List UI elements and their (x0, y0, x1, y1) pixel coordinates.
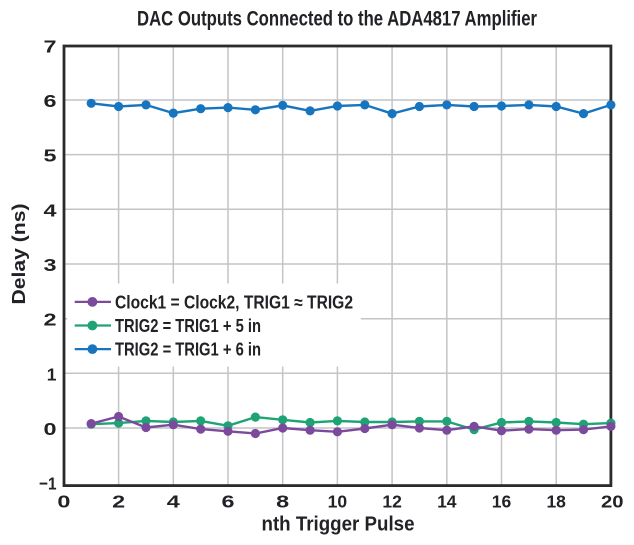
svg-text:4: 4 (44, 200, 57, 220)
svg-text:−1: −1 (39, 474, 57, 494)
svg-text:DAC Outputs Connected to the A: DAC Outputs Connected to the ADA4817 Amp… (137, 8, 537, 31)
svg-text:20: 20 (601, 491, 624, 511)
svg-text:16: 16 (492, 491, 512, 511)
svg-text:10: 10 (328, 491, 348, 511)
svg-text:12: 12 (382, 491, 402, 511)
svg-text:4: 4 (167, 491, 180, 511)
svg-text:2: 2 (112, 491, 125, 511)
svg-text:18: 18 (546, 491, 566, 511)
svg-text:7: 7 (44, 36, 57, 56)
svg-text:14: 14 (437, 491, 457, 511)
svg-text:2: 2 (44, 310, 57, 330)
svg-text:TRIG2 = TRIG1 + 6 in: TRIG2 = TRIG1 + 6 in (115, 340, 261, 360)
svg-text:6: 6 (44, 91, 57, 111)
svg-text:nth Trigger Pulse: nth Trigger Pulse (262, 514, 415, 536)
svg-text:1: 1 (47, 364, 57, 384)
svg-text:8: 8 (276, 491, 289, 511)
svg-text:5: 5 (44, 146, 57, 166)
svg-text:3: 3 (44, 255, 57, 275)
svg-text:6: 6 (222, 491, 235, 511)
svg-text:0: 0 (57, 491, 70, 511)
svg-text:Clock1 = Clock2, TRIG1 ≈ TRIG2: Clock1 = Clock2, TRIG1 ≈ TRIG2 (115, 292, 353, 312)
svg-text:TRIG2 = TRIG1 + 5 in: TRIG2 = TRIG1 + 5 in (115, 316, 261, 336)
svg-text:0: 0 (44, 419, 57, 439)
svg-text:Delay (ns): Delay (ns) (9, 203, 29, 304)
